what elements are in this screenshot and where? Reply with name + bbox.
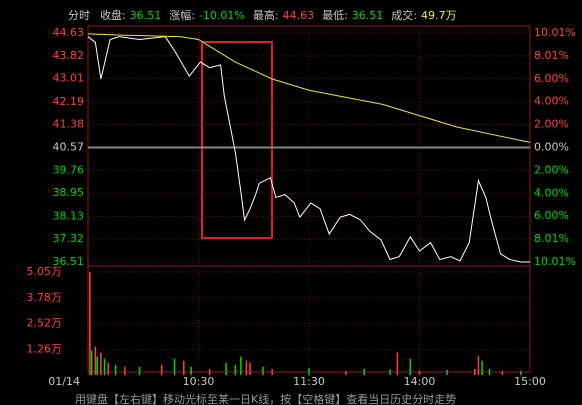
volume-tick-label: 5.05万 bbox=[27, 265, 63, 278]
volume-bar bbox=[160, 364, 163, 375]
volume-bar bbox=[245, 360, 248, 375]
volume-bar bbox=[477, 355, 480, 375]
x-tick-label: 14:00 bbox=[404, 375, 436, 388]
header-label: 涨幅: bbox=[169, 9, 195, 22]
y-tick-label: 43.82 bbox=[53, 49, 85, 62]
y-tick-label: 42.19 bbox=[53, 95, 85, 108]
price-line bbox=[87, 33, 531, 143]
volume-bar bbox=[262, 366, 264, 375]
header-value: 36.51 bbox=[130, 9, 162, 22]
y-tick-label: 38.13 bbox=[53, 209, 85, 222]
volume-bar bbox=[249, 362, 251, 375]
y-tick-label: 41.38 bbox=[53, 118, 85, 131]
y-tick-label: 36.51 bbox=[53, 255, 85, 268]
y2-tick-label: 6.00% bbox=[534, 209, 569, 222]
volume-bar bbox=[225, 362, 227, 375]
y2-tick-label: 4.00% bbox=[534, 186, 569, 199]
volume-bar bbox=[481, 360, 483, 375]
volume-bar bbox=[138, 366, 141, 375]
highlight-box bbox=[201, 41, 273, 239]
volume-tick-label: 3.78万 bbox=[27, 291, 63, 304]
header-label: 收盘: bbox=[100, 8, 126, 22]
volume-bar bbox=[94, 346, 97, 375]
footer-hint: 用键盘【左右键】移动光标至某一日K线，按【空格键】查看当日历史分时走势 bbox=[75, 392, 456, 405]
y2-tick-label: 0.00% bbox=[534, 141, 569, 154]
volume-bar bbox=[89, 272, 91, 375]
y-tick-label: 38.95 bbox=[53, 186, 85, 199]
volume-bar bbox=[96, 356, 98, 375]
y-tick-label: 43.01 bbox=[53, 72, 85, 85]
header-label: 成交: bbox=[391, 8, 417, 22]
volume-bar bbox=[208, 368, 211, 375]
y-tick-label: 40.57 bbox=[53, 141, 85, 154]
y2-tick-label: 10.01% bbox=[534, 26, 576, 39]
y-tick-label: 44.63 bbox=[53, 26, 85, 39]
x-tick-label: 15:00 bbox=[514, 375, 546, 388]
volume-bar bbox=[363, 368, 365, 375]
volume-bar bbox=[418, 370, 421, 375]
y2-tick-label: 2.00% bbox=[534, 118, 569, 131]
volume-bar bbox=[396, 352, 399, 375]
volume-bar bbox=[173, 358, 176, 375]
volume-bar bbox=[271, 368, 273, 375]
y2-tick-label: 2.00% bbox=[534, 163, 569, 176]
volume-bar bbox=[240, 356, 242, 375]
volume-bar bbox=[520, 370, 522, 375]
volume-bar bbox=[190, 366, 192, 375]
header-label: 最高: bbox=[253, 8, 279, 22]
volume-bar bbox=[345, 370, 347, 375]
header-value: -10.01% bbox=[199, 9, 245, 22]
volume-bar bbox=[409, 358, 412, 375]
volume-bar bbox=[488, 368, 491, 375]
header-label: 最低: bbox=[322, 9, 348, 22]
y2-tick-label: 8.01% bbox=[534, 49, 569, 62]
x-tick-label: 11:30 bbox=[293, 375, 325, 388]
volume-bar bbox=[474, 368, 476, 375]
header-value: 36.51 bbox=[352, 9, 384, 22]
x-tick-label: 10:30 bbox=[183, 375, 215, 388]
y2-tick-label: 6.00% bbox=[534, 72, 569, 85]
volume-bar bbox=[389, 369, 391, 375]
volume-bar bbox=[183, 360, 185, 375]
volume-bar bbox=[114, 364, 117, 375]
volume-tick-label: 2.52万 bbox=[27, 317, 63, 330]
volume-tick-label: 1.26万 bbox=[27, 342, 63, 355]
y-tick-label: 39.76 bbox=[53, 163, 85, 176]
volume-bar bbox=[124, 366, 126, 375]
volume-bar bbox=[308, 367, 310, 375]
volume-bar bbox=[107, 362, 110, 375]
volume-bar bbox=[234, 364, 237, 375]
volume-bar bbox=[103, 358, 106, 375]
x-tick-label: 01/14 bbox=[48, 375, 80, 388]
y-tick-label: 37.32 bbox=[53, 232, 85, 245]
header-value: 44.63 bbox=[283, 9, 315, 22]
header-value: 49.7万 bbox=[421, 9, 457, 22]
volume-bar bbox=[446, 369, 448, 375]
volume-bar bbox=[501, 370, 504, 375]
price-line bbox=[87, 36, 530, 263]
volume-bar bbox=[90, 350, 93, 375]
volume-bar bbox=[100, 352, 102, 375]
y2-tick-label: 8.01% bbox=[534, 232, 569, 245]
y2-tick-label: 10.01% bbox=[534, 255, 576, 268]
header-label: 分时 bbox=[68, 9, 90, 22]
y2-tick-label: 4.00% bbox=[534, 95, 569, 108]
